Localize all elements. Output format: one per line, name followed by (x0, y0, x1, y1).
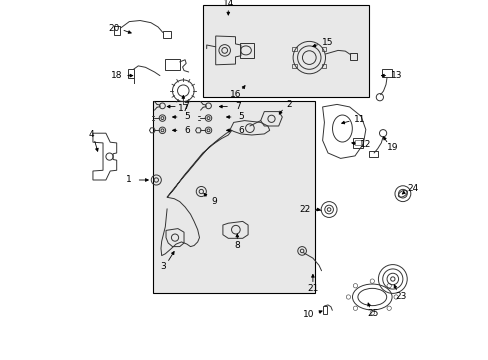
Text: 14: 14 (222, 0, 234, 8)
Bar (368, 151, 378, 157)
Text: 23: 23 (394, 292, 406, 301)
Bar (203, 5, 368, 97)
Text: 4: 4 (89, 130, 95, 139)
Text: 16: 16 (230, 90, 241, 99)
Text: 12: 12 (359, 140, 370, 149)
Text: 6: 6 (238, 126, 244, 135)
Bar (382, 69, 392, 77)
Text: 25: 25 (366, 309, 378, 318)
Bar (240, 43, 253, 58)
Text: 9: 9 (211, 197, 217, 206)
Text: 5: 5 (184, 112, 190, 121)
Text: 6: 6 (184, 126, 190, 135)
Text: 3: 3 (160, 262, 165, 271)
Text: 22: 22 (299, 205, 310, 214)
Text: 13: 13 (390, 71, 401, 80)
Bar (128, 69, 134, 78)
Text: 17: 17 (177, 104, 189, 112)
Text: 5: 5 (238, 112, 244, 121)
Text: 19: 19 (386, 143, 398, 152)
Text: 20: 20 (108, 24, 120, 33)
Bar (165, 59, 179, 70)
Bar (352, 138, 363, 148)
Bar (322, 306, 326, 314)
Bar (321, 47, 325, 51)
Text: 2: 2 (285, 100, 291, 109)
Text: 21: 21 (306, 284, 318, 293)
Text: 10: 10 (303, 310, 314, 319)
Bar (321, 64, 325, 68)
Bar (292, 64, 296, 68)
Bar (292, 47, 296, 51)
Bar (152, 101, 314, 293)
Text: 7: 7 (235, 102, 241, 111)
Bar (355, 140, 360, 145)
Text: 11: 11 (353, 115, 365, 124)
Bar (114, 26, 120, 35)
Text: 1: 1 (125, 175, 131, 184)
Text: 15: 15 (321, 38, 333, 47)
Text: 7: 7 (183, 102, 188, 111)
Text: 18: 18 (111, 71, 122, 80)
Bar (349, 53, 356, 60)
Text: 8: 8 (234, 241, 240, 250)
Bar (163, 31, 170, 38)
Text: 24: 24 (407, 184, 418, 193)
